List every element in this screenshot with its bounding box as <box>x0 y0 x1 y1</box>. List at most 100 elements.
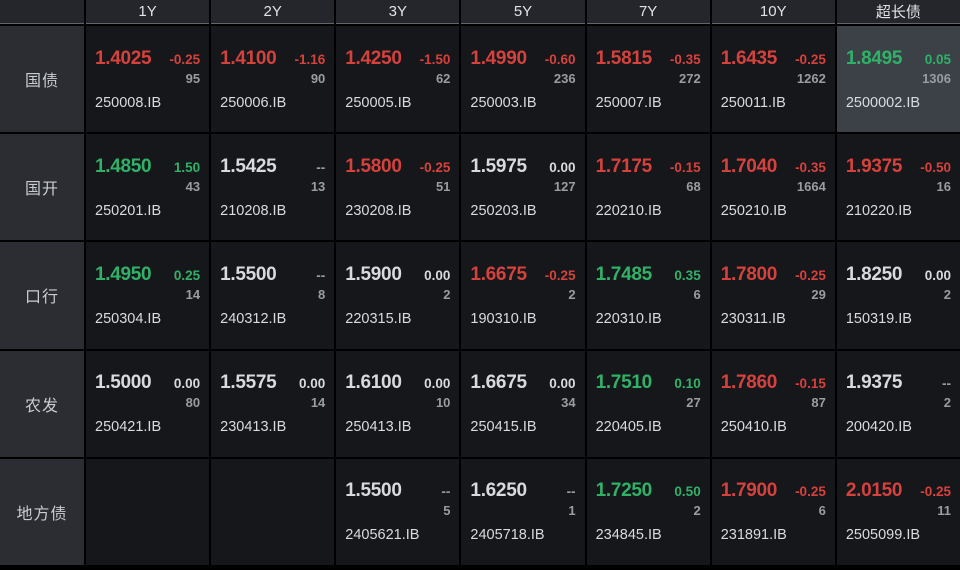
bond-code: 2405621.IB <box>345 527 420 544</box>
volume-value: 62 <box>435 70 451 86</box>
quote-cell-exim-10y[interactable]: 1.7800 -0.25 29 230311.IB <box>711 242 835 349</box>
bond-code: 250210.IB <box>720 202 787 219</box>
quote-cell-adbc-2y[interactable]: 1.5575 0.00 14 230413.IB <box>211 350 335 457</box>
volume-value: 16 <box>936 178 951 194</box>
change-value: 0.10 <box>674 376 701 392</box>
volume-value: 11 <box>937 503 951 519</box>
change-value: 0.05 <box>924 51 951 67</box>
quote-cell-exim-5y[interactable]: 1.6675 -0.25 2 190310.IB <box>461 242 585 349</box>
quote-cell-treasury-2y[interactable]: 1.4100 -1.16 90 250006.IB <box>211 26 335 133</box>
change-value: -0.25 <box>544 267 576 283</box>
quote-line: 1.5975 0.00 <box>470 156 575 178</box>
bond-code: 250005.IB <box>345 94 412 111</box>
quote-line: 1.6250 -- <box>470 480 575 502</box>
bond-code: 250008.IB <box>95 94 162 111</box>
quote-line: 1.8495 0.05 <box>846 48 951 70</box>
quote-cell-adbc-7y[interactable]: 1.7510 0.10 27 220405.IB <box>586 350 710 457</box>
quote-cell-treasury-1y[interactable]: 1.4025 -0.25 95 250008.IB <box>86 26 210 133</box>
quote-line: 1.7510 0.10 <box>596 372 701 394</box>
quote-cell-local-gov-3y[interactable]: 1.5500 -- 5 2405621.IB <box>336 458 460 565</box>
bond-code: 2405718.IB <box>470 527 545 544</box>
bond-code: 250011.IB <box>720 94 786 111</box>
quote-cell-local-gov-10y[interactable]: 1.7900 -0.25 6 231891.IB <box>711 458 835 565</box>
quote-line: 1.5000 0.00 <box>95 372 200 394</box>
quote-line: 1.5900 0.00 <box>345 264 450 286</box>
bond-code: 250007.IB <box>595 94 662 111</box>
yield-value: 1.7250 <box>595 480 653 502</box>
yield-value: 2.0150 <box>845 480 903 502</box>
quote-cell-local-gov-5y[interactable]: 1.6250 -- 1 2405718.IB <box>461 458 585 565</box>
change-value: 0.00 <box>424 376 451 392</box>
quote-cell-exim-3y[interactable]: 1.5900 0.00 2 220315.IB <box>336 242 460 349</box>
yield-value: 1.7900 <box>720 480 778 502</box>
quote-cell-cdb-10y[interactable]: 1.7040 -0.35 1664 250210.IB <box>711 134 835 241</box>
change-value: 0.25 <box>173 267 201 283</box>
quote-cell-cdb-ultra-long[interactable]: 1.9375 -0.50 16 210220.IB <box>836 134 960 241</box>
quote-line: 1.8250 0.00 <box>846 264 951 286</box>
change-value: -0.25 <box>419 159 451 175</box>
quote-cell-adbc-ultra-long[interactable]: 1.9375 -- 2 200420.IB <box>836 350 960 457</box>
quote-cell-adbc-5y[interactable]: 1.6675 0.00 34 250415.IB <box>461 350 585 457</box>
bond-code: 250203.IB <box>470 202 537 219</box>
yield-value: 1.7040 <box>720 155 778 177</box>
quote-cell-local-gov-7y[interactable]: 1.7250 0.50 2 234845.IB <box>586 458 710 565</box>
change-value: 0.00 <box>924 267 951 283</box>
yield-value: 1.8250 <box>845 263 903 285</box>
volume-value: 43 <box>185 178 201 194</box>
row-label-cdb: 国开 <box>0 134 84 241</box>
yield-value: 1.4025 <box>95 47 152 69</box>
yield-value: 1.6100 <box>345 372 402 394</box>
bond-code: 234845.IB <box>595 527 662 544</box>
quote-cell-adbc-10y[interactable]: 1.7860 -0.15 87 250410.IB <box>711 350 835 457</box>
quote-cell-treasury-10y[interactable]: 1.6435 -0.25 1262 250011.IB <box>711 26 835 133</box>
quote-cell-treasury-3y[interactable]: 1.4250 -1.50 62 250005.IB <box>336 26 460 133</box>
change-value: 0.00 <box>173 376 201 392</box>
quote-cell-exim-7y[interactable]: 1.7485 0.35 6 220310.IB <box>586 242 710 349</box>
quote-cell-exim-2y[interactable]: 1.5500 -- 8 240312.IB <box>211 242 335 349</box>
quote-line: 1.6675 -0.25 <box>470 264 575 286</box>
quote-line: 1.9375 -- <box>846 372 951 394</box>
column-header-1y: 1Y <box>86 0 210 24</box>
quote-cell-cdb-3y[interactable]: 1.5800 -0.25 51 230208.IB <box>336 134 460 241</box>
quote-cell-exim-ultra-long[interactable]: 1.8250 0.00 2 150319.IB <box>836 242 960 349</box>
bond-code: 200420.IB <box>845 419 912 436</box>
change-value: -0.25 <box>795 484 826 500</box>
change-value: 0.00 <box>299 376 326 392</box>
quote-cell-adbc-3y[interactable]: 1.6100 0.00 10 250413.IB <box>336 350 460 457</box>
quote-cell-cdb-5y[interactable]: 1.5975 0.00 127 250203.IB <box>461 134 585 241</box>
quote-cell-exim-1y[interactable]: 1.4950 0.25 14 250304.IB <box>86 242 210 349</box>
change-value: -- <box>942 376 951 392</box>
yield-value: 1.5800 <box>345 155 402 177</box>
volume-value: 95 <box>185 70 201 86</box>
quote-line: 1.4850 1.50 <box>95 156 200 178</box>
yield-value: 1.5000 <box>95 372 152 394</box>
quote-cell-cdb-7y[interactable]: 1.7175 -0.15 68 220210.IB <box>586 134 710 241</box>
quote-cell-local-gov-1y-empty <box>86 458 210 565</box>
bond-code: 250003.IB <box>470 94 537 111</box>
quote-cell-treasury-7y[interactable]: 1.5815 -0.35 272 250007.IB <box>586 26 710 133</box>
volume-value: 51 <box>435 178 451 194</box>
quote-cell-cdb-2y[interactable]: 1.5425 -- 13 210208.IB <box>211 134 335 241</box>
change-value: 0.35 <box>674 267 701 283</box>
quote-line: 1.6435 -0.25 <box>721 48 826 70</box>
volume-value: 13 <box>310 178 326 194</box>
quote-cell-cdb-1y[interactable]: 1.4850 1.50 43 250201.IB <box>86 134 210 241</box>
quote-line: 1.5500 -- <box>220 264 325 286</box>
change-value: 0.00 <box>549 159 576 175</box>
change-value: -- <box>566 484 576 500</box>
quote-cell-treasury-ultra-long[interactable]: 1.8495 0.05 1306 2500002.IB <box>836 26 960 133</box>
bond-code: 2500002.IB <box>845 94 921 111</box>
column-header-2y: 2Y <box>211 0 335 24</box>
change-value: -0.35 <box>795 159 826 175</box>
volume-value: 1262 <box>796 70 826 86</box>
yield-value: 1.7485 <box>595 263 653 285</box>
quote-cell-treasury-5y[interactable]: 1.4990 -0.60 236 250003.IB <box>461 26 585 133</box>
change-value: -0.25 <box>795 51 826 67</box>
bond-code: 190310.IB <box>470 310 537 327</box>
quote-cell-local-gov-ultra-long[interactable]: 2.0150 -0.25 11 2505099.IB <box>836 458 960 565</box>
quote-line: 1.9375 -0.50 <box>846 156 951 178</box>
bond-code: 250415.IB <box>470 419 537 436</box>
quote-cell-adbc-1y[interactable]: 1.5000 0.00 80 250421.IB <box>86 350 210 457</box>
change-value: -0.60 <box>544 51 576 67</box>
volume-value: 80 <box>185 395 201 411</box>
